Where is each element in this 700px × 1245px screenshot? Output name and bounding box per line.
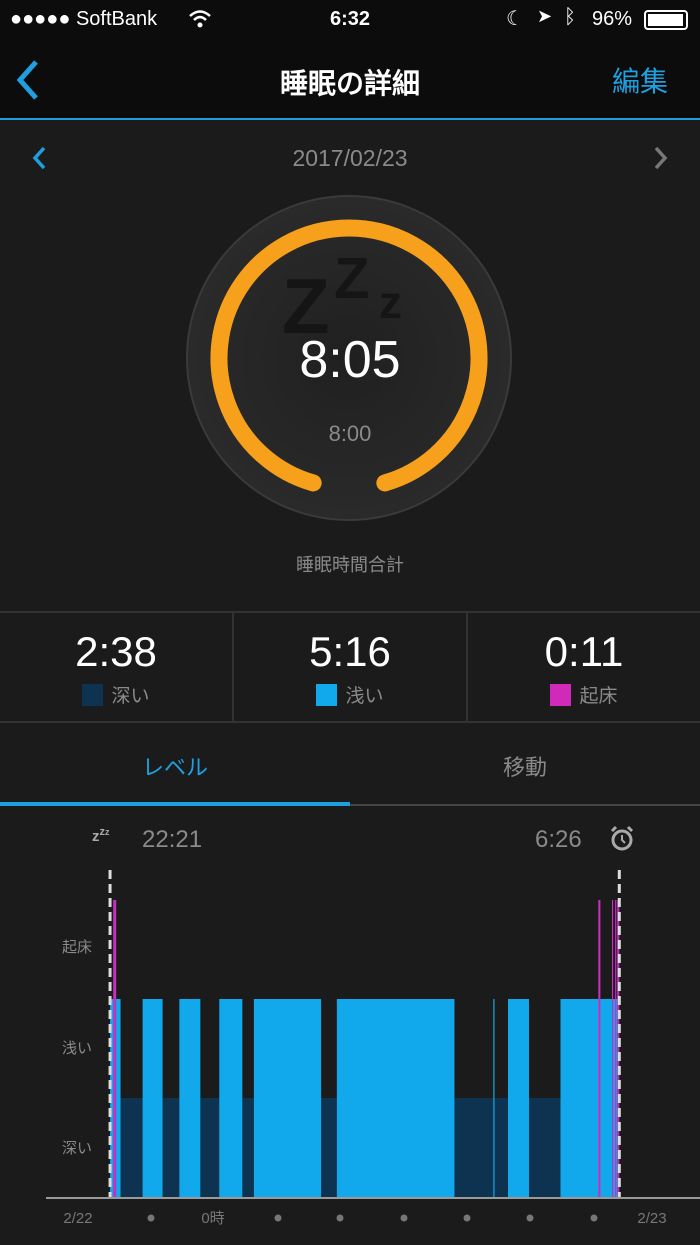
deep-segment (529, 1098, 561, 1198)
light-segment (336, 999, 455, 1198)
deep-swatch (82, 683, 104, 706)
x-label-midnight: 0時 (201, 1210, 224, 1227)
y-label-deep: 深い (62, 1140, 92, 1157)
tab-bar: レベル 移動 (0, 724, 700, 806)
deep-segment (494, 1098, 508, 1198)
svg-text:Z: Z (334, 246, 369, 311)
zzz-icon: Z (282, 262, 330, 350)
battery-percent: 96% (592, 8, 633, 30)
light-segment (508, 999, 529, 1198)
date-label: 2017/02/23 (292, 145, 408, 171)
sleep-goal: 8:00 (328, 421, 372, 446)
light-segment (560, 999, 618, 1198)
clock: 6:32 (329, 8, 371, 30)
location-icon: ➤ (537, 6, 553, 26)
tab-movement[interactable]: 移動 (502, 755, 547, 780)
deep-segment (242, 1098, 254, 1198)
awake-swatch (550, 683, 572, 706)
carrier: ●●●●● SoftBank (10, 8, 158, 30)
hour-tick (147, 1214, 155, 1222)
stage-stats: 2:38 深い 5:16 浅い 0:11 起床 (0, 611, 700, 723)
wake-time: 6:26 (535, 826, 582, 853)
status-bar: ●●●●● SoftBank 6:32 ☾ ➤ ᛒ 96% (0, 0, 700, 40)
sleep-level-chart: 起床 浅い 深い 2/22 0時 2/23 (46, 870, 700, 1227)
deep-segment (162, 1098, 180, 1198)
total-label: 睡眠時間合計 (296, 555, 404, 575)
awake-segment (611, 900, 614, 1198)
bluetooth-icon: ᛒ (564, 6, 576, 28)
deep-segment (120, 1098, 143, 1198)
progress-arc (210, 219, 488, 492)
wifi-icon (189, 10, 211, 28)
hour-tick (526, 1214, 534, 1222)
hour-tick (274, 1214, 282, 1222)
stat-light: 5:16 浅い (234, 613, 468, 721)
edit-button[interactable]: 編集 (611, 66, 668, 97)
stat-awake: 0:11 起床 (544, 628, 624, 708)
deep-segment (200, 1098, 220, 1198)
awake-segment (113, 900, 117, 1198)
light-segment (493, 999, 495, 1198)
battery-icon (644, 10, 688, 30)
hour-tick (463, 1214, 471, 1222)
back-icon[interactable] (12, 58, 42, 102)
moon-icon: ☾ (506, 8, 524, 30)
total-sleep: 8:05 (299, 331, 401, 389)
awake-segment (617, 900, 620, 1198)
awake-segment (615, 900, 617, 1198)
deep-segment (454, 1098, 494, 1198)
alarm-clock-icon (610, 825, 634, 851)
x-label-end: 2/23 (637, 1210, 666, 1227)
tab-level[interactable]: レベル (0, 724, 350, 806)
svg-text:z: z (379, 276, 402, 328)
nav-bar: 睡眠の詳細 編集 (0, 40, 700, 120)
page-title: 睡眠の詳細 (279, 68, 420, 99)
y-label-awake: 起床 (62, 939, 92, 956)
stat-deep: 2:38 深い (0, 613, 234, 721)
next-date-icon[interactable] (652, 146, 670, 170)
deep-segment (321, 1098, 337, 1198)
awake-segment (598, 900, 601, 1198)
light-segment (179, 999, 201, 1198)
hour-tick (590, 1214, 598, 1222)
hour-tick (400, 1214, 408, 1222)
light-swatch (316, 683, 338, 706)
hour-tick (336, 1214, 344, 1222)
x-label-start: 2/22 (63, 1210, 92, 1227)
y-label-light: 浅い (62, 1040, 92, 1057)
light-segment (253, 999, 322, 1198)
sleep-start-time: 22:21 (142, 826, 203, 853)
light-segment (219, 999, 243, 1198)
prev-date-icon[interactable] (30, 146, 48, 170)
light-segment (142, 999, 163, 1198)
sleep-start-icon: zzz (92, 826, 110, 845)
sleep-ring: Z Z z (186, 195, 512, 521)
